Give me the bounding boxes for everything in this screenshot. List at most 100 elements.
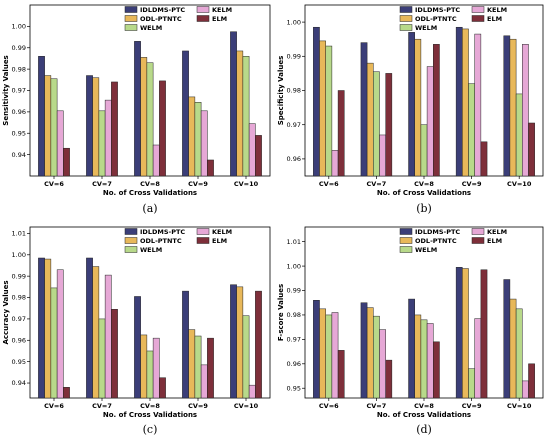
bar-odl-ptntc-cv7	[92, 266, 100, 399]
bar-elm-cv8	[433, 44, 440, 177]
bar-odl-ptntc-cv7	[366, 307, 374, 399]
bar-welm-cv8	[420, 319, 428, 399]
bar-odl-ptntc-cv6	[44, 75, 52, 177]
legend-label: WELM	[415, 24, 437, 32]
bar-idldms-ptc-cv8	[134, 296, 141, 399]
bar-kelm-cv10	[522, 380, 529, 399]
legend-swatch-elm	[196, 237, 210, 244]
bar-welm-cv7	[373, 315, 380, 399]
legend-label: ODL-PTNTC	[415, 15, 457, 23]
legend-label: KELM	[212, 6, 232, 14]
legend-label: ELM	[487, 237, 502, 245]
bar-idldms-ptc-cv9	[182, 290, 189, 399]
legend-swatch-kelm	[196, 6, 210, 13]
bar-kelm-cv8	[152, 144, 160, 177]
x-tick-label: CV=8	[140, 180, 160, 188]
legend-label: IDLDMS-PTC	[415, 228, 460, 236]
bar-welm-cv6	[50, 78, 58, 177]
bar-idldms-ptc-cv8	[408, 298, 415, 399]
y-axis-label: Accuracy Values	[2, 280, 10, 344]
bar-kelm-cv9	[200, 110, 208, 177]
bar-kelm-cv6	[331, 150, 339, 177]
legend-swatch-idldms-ptc	[124, 228, 138, 235]
y-tick-label: 0.96	[12, 336, 26, 344]
bar-odl-ptntc-cv7	[366, 62, 374, 177]
bar-idldms-ptc-cv10	[230, 31, 237, 177]
legend-swatch-idldms-ptc	[399, 228, 413, 235]
bar-kelm-cv9	[474, 33, 482, 177]
bar-kelm-cv7	[379, 134, 386, 177]
bar-idldms-ptc-cv10	[503, 35, 511, 177]
bar-welm-cv7	[98, 318, 106, 399]
bar-odl-ptntc-cv10	[509, 298, 517, 399]
x-tick-label: CV=9	[462, 180, 482, 188]
y-tick-label: 0.95	[287, 384, 301, 392]
bar-elm-cv7	[111, 81, 118, 177]
y-tick-label: 0.99	[12, 272, 26, 280]
bar-odl-ptntc-cv10	[509, 38, 517, 177]
bar-odl-ptntc-cv8	[414, 314, 422, 399]
legend-label: ODL-PTNTC	[140, 15, 182, 23]
bar-welm-cv9	[194, 102, 202, 177]
y-tick-label: 0.96	[287, 360, 301, 368]
chart-panel-3: 0.94 0.95 0.96 0.97 0.98 0.99 1.00 1.01 CV=6 CV=7…	[2, 226, 271, 436]
y-axis-label: Sensitivity Values	[2, 55, 10, 125]
bar-welm-cv7	[98, 110, 106, 177]
legend-swatch-odl-ptntc	[399, 237, 413, 244]
bar-idldms-ptc-cv6	[313, 26, 320, 177]
legend-label: IDLDMS-PTC	[415, 6, 460, 14]
x-tick-label: CV=9	[188, 180, 208, 188]
x-tick-label: CV=6	[44, 402, 64, 410]
bar-kelm-cv7	[104, 274, 112, 399]
bar-welm-cv10	[242, 315, 250, 399]
panel-caption: (c)	[143, 423, 158, 436]
legend-label: KELM	[487, 6, 507, 14]
bar-idldms-ptc-cv6	[38, 257, 45, 399]
bar-elm-cv6	[63, 387, 70, 399]
legend-label: KELM	[212, 228, 232, 236]
bar-welm-cv6	[50, 287, 58, 399]
bar-kelm-cv6	[331, 312, 339, 399]
y-tick-label: 0.99	[12, 44, 26, 52]
bar-elm-cv9	[207, 159, 214, 177]
bar-elm-cv8	[159, 377, 166, 399]
bar-odl-ptntc-cv8	[140, 334, 148, 399]
y-tick-label: 0.95	[12, 129, 26, 137]
legend-label: ELM	[487, 15, 502, 23]
legend-swatch-welm	[399, 24, 413, 31]
bar-odl-ptntc-cv9	[462, 28, 469, 177]
bar-welm-cv10	[515, 308, 523, 399]
bar-elm-cv10	[255, 135, 262, 177]
panel-caption: (b)	[416, 202, 432, 215]
bar-elm-cv10	[528, 122, 535, 177]
legend-label: WELM	[415, 246, 437, 254]
bar-welm-cv9	[468, 368, 475, 399]
legend-swatch-idldms-ptc	[124, 6, 138, 13]
bar-kelm-cv8	[426, 323, 434, 399]
bar-elm-cv7	[385, 73, 393, 177]
bar-odl-ptntc-cv8	[414, 38, 422, 177]
bar-odl-ptntc-cv8	[140, 57, 148, 177]
bar-odl-ptntc-cv6	[319, 308, 326, 399]
bar-odl-ptntc-cv9	[188, 96, 196, 177]
y-tick-label: 0.95	[12, 358, 26, 366]
chart-panel-2: 0.96 0.97 0.98 0.99 1.00 CV=6 CV=7 CV=8 CV=9 CV=1…	[277, 4, 544, 215]
bar-elm-cv9	[480, 269, 488, 399]
bar-kelm-cv8	[426, 66, 434, 177]
y-tick-label: 0.97	[287, 121, 301, 129]
bar-welm-cv6	[325, 45, 333, 177]
x-tick-label: CV=10	[234, 180, 259, 188]
y-tick-label: 0.98	[287, 311, 301, 319]
y-tick-label: 1.01	[287, 238, 301, 246]
x-axis-label: No. of Cross Validations	[377, 189, 471, 197]
bar-elm-cv6	[63, 147, 70, 177]
y-tick-label: 1.00	[12, 23, 26, 31]
bar-welm-cv8	[146, 62, 154, 177]
y-axis-label: Specificity Values	[277, 56, 285, 126]
bar-elm-cv8	[433, 341, 440, 399]
bar-welm-cv9	[194, 335, 202, 399]
bar-kelm-cv9	[474, 318, 482, 399]
legend-swatch-welm	[124, 24, 138, 31]
